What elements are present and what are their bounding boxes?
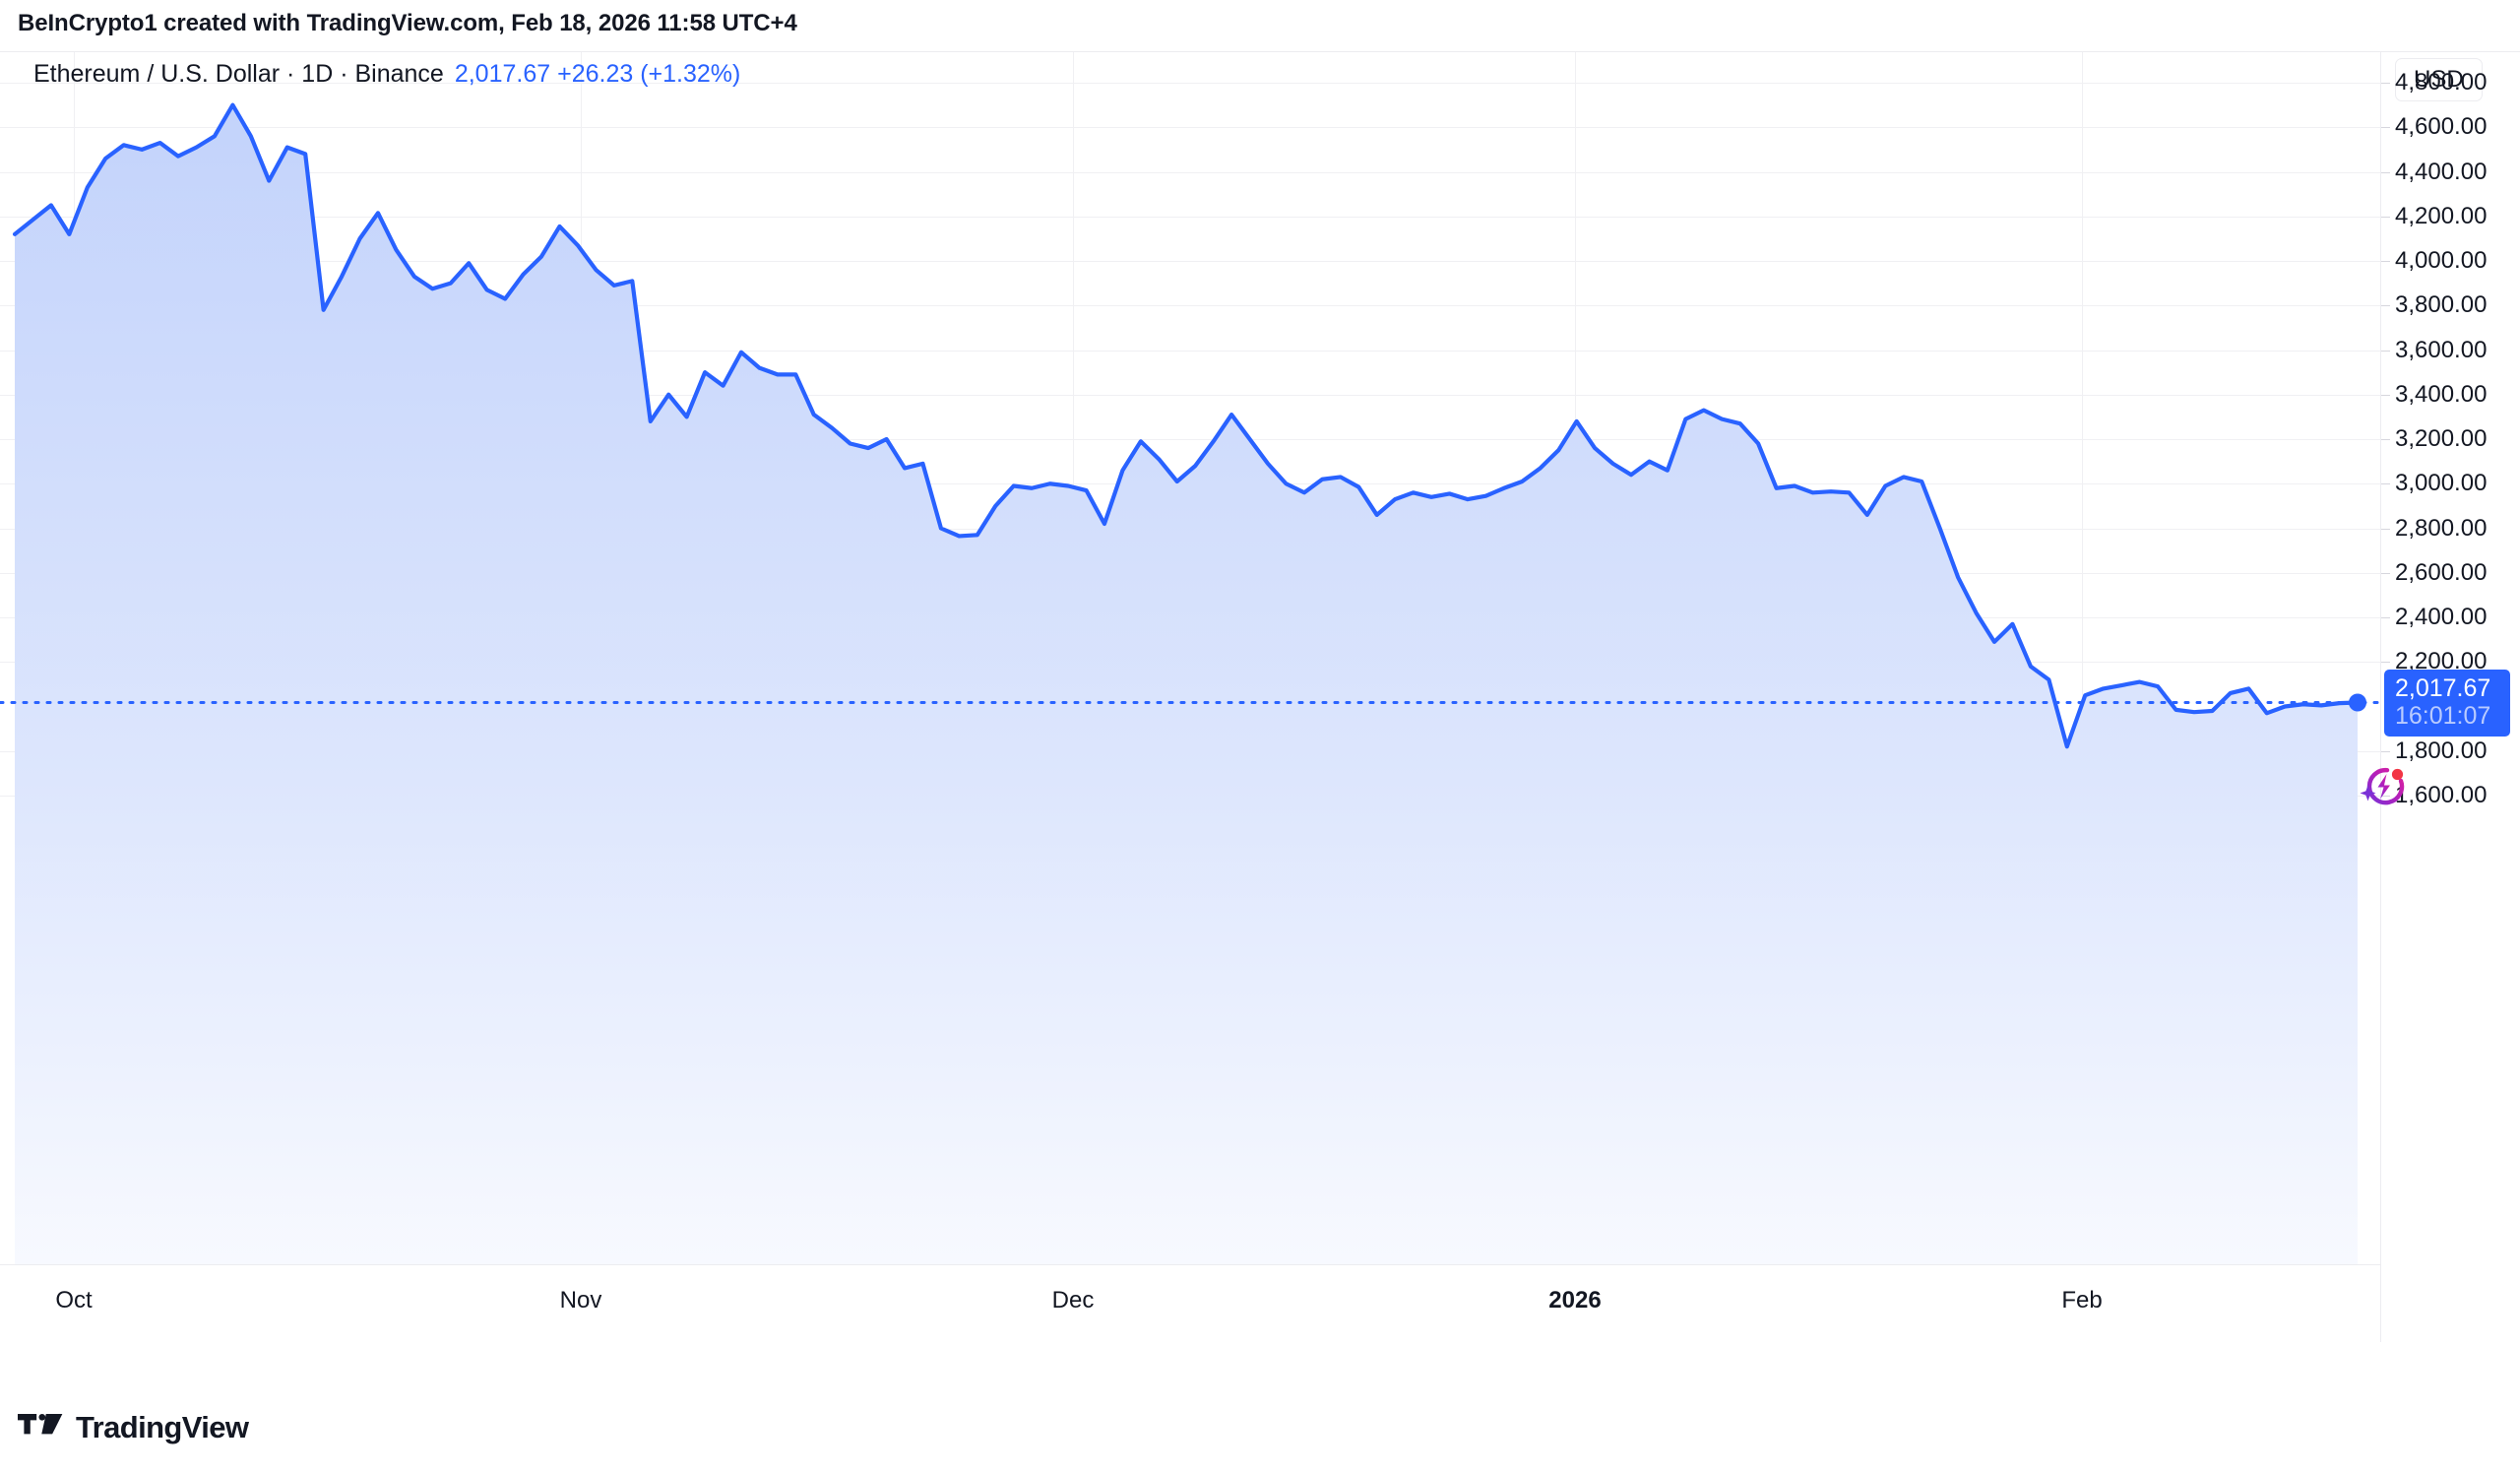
last-price-dot-marker — [2349, 693, 2366, 712]
price-scale-axis[interactable]: USD 4,800.00 4,600.00 4,400.00 4,200.00 4,00… — [2360, 52, 2520, 1342]
tradingview-wordmark: TradingView — [76, 1410, 249, 1444]
price-tick-mark — [2381, 350, 2390, 352]
price-tick-label: 4,400.00 — [2381, 159, 2487, 186]
price-tick-label: 4,000.00 — [2381, 247, 2487, 275]
tradingview-logo[interactable]: TradingView — [18, 1410, 249, 1445]
gridline-horizontal — [0, 305, 2380, 307]
gridline-horizontal — [0, 350, 2380, 352]
attribution-text: BeInCrypto1 created with TradingView.com… — [18, 10, 797, 36]
price-tick-label: 1,800.00 — [2381, 737, 2487, 765]
price-tick-mark — [2381, 171, 2390, 173]
gridline-horizontal — [0, 439, 2380, 440]
price-tick-mark — [2381, 796, 2390, 797]
time-tick-label: Oct — [55, 1287, 93, 1314]
chart-legend[interactable]: Ethereum / U.S. Dollar · 1D · Binance 2,0… — [33, 62, 740, 87]
price-tick-mark — [2381, 662, 2390, 664]
plot-area[interactable] — [0, 52, 2380, 1332]
price-line-path — [12, 102, 2361, 749]
price-tick-mark — [2381, 439, 2390, 440]
gridline-horizontal — [0, 83, 2380, 84]
price-tick-label: 4,800.00 — [2381, 69, 2487, 96]
price-tick-label: 1,600.00 — [2381, 782, 2487, 809]
currency-chip[interactable]: USD — [2395, 58, 2483, 101]
price-tick-mark — [2381, 305, 2390, 307]
chart-panel[interactable]: Ethereum / U.S. Dollar · 1D · Binance 2,0… — [0, 51, 2520, 1342]
price-series-chart — [0, 102, 2380, 1332]
last-price-badge[interactable]: 2,017.67 16:01:07 — [2384, 669, 2510, 737]
gridline-horizontal — [0, 261, 2380, 262]
price-tick-mark — [2381, 528, 2390, 530]
gridline-horizontal — [0, 171, 2380, 173]
time-tick-label: Feb — [2061, 1287, 2103, 1314]
time-tick-label: 2026 — [1548, 1287, 1602, 1314]
last-price-value: 2,017.67 — [2395, 673, 2491, 702]
price-tick-label: 3,000.00 — [2381, 470, 2487, 497]
price-tick-label: 3,400.00 — [2381, 381, 2487, 409]
gridline-horizontal — [0, 127, 2380, 129]
price-tick-mark — [2381, 127, 2390, 129]
price-tick-mark — [2381, 261, 2390, 262]
gridline-horizontal — [0, 394, 2380, 396]
price-tick-label: 2,600.00 — [2381, 559, 2487, 587]
legend-symbol-text: Ethereum / U.S. Dollar · 1D · Binance — [33, 60, 444, 88]
price-tick-mark — [2381, 750, 2390, 752]
price-tick-mark — [2381, 83, 2390, 84]
gridline-vertical — [2082, 52, 2083, 1332]
time-scale-axis[interactable]: Oct Nov Dec 2026 Feb — [0, 1264, 2380, 1341]
gridline-horizontal — [0, 216, 2380, 218]
price-tick-label: 2,400.00 — [2381, 604, 2487, 631]
price-tick-mark — [2381, 617, 2390, 618]
area-fill-path — [15, 104, 2358, 1332]
price-tick-mark — [2381, 216, 2390, 218]
last-price-countdown: 16:01:07 — [2395, 701, 2491, 730]
price-tick-label: 4,200.00 — [2381, 203, 2487, 230]
price-tick-label: 3,800.00 — [2381, 291, 2487, 319]
time-tick-label: Nov — [559, 1287, 602, 1314]
price-tick-mark — [2381, 483, 2390, 485]
price-tick-label: 4,600.00 — [2381, 113, 2487, 141]
tradingview-logo-icon — [18, 1413, 63, 1435]
price-tick-mark — [2381, 572, 2390, 574]
price-tick-label: 2,800.00 — [2381, 515, 2487, 543]
price-tick-mark — [2381, 394, 2390, 396]
time-tick-label: Dec — [1051, 1287, 1095, 1314]
legend-quote-text: 2,017.67 +26.23 (+1.32%) — [454, 60, 741, 88]
lightning-bolt-icon[interactable] — [2358, 761, 2409, 812]
price-tick-label: 3,600.00 — [2381, 337, 2487, 364]
price-tick-label: 3,200.00 — [2381, 425, 2487, 453]
